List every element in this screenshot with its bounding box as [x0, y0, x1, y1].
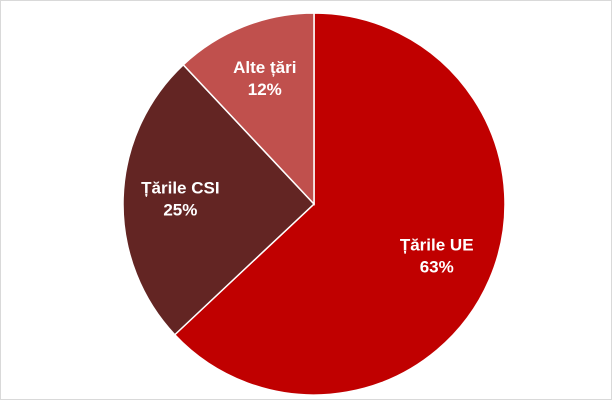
pie-slice	[173, 12, 506, 396]
pie-slice	[182, 12, 315, 206]
slice-label: Țările UE	[400, 236, 474, 255]
slice-label: Alte țări	[233, 58, 296, 77]
value-label: 12%	[248, 80, 282, 99]
slice-label: Țările CSI	[141, 178, 219, 197]
value-label: 25%	[163, 200, 197, 219]
value-label: 63%	[420, 258, 454, 277]
pie-slice	[122, 63, 316, 336]
